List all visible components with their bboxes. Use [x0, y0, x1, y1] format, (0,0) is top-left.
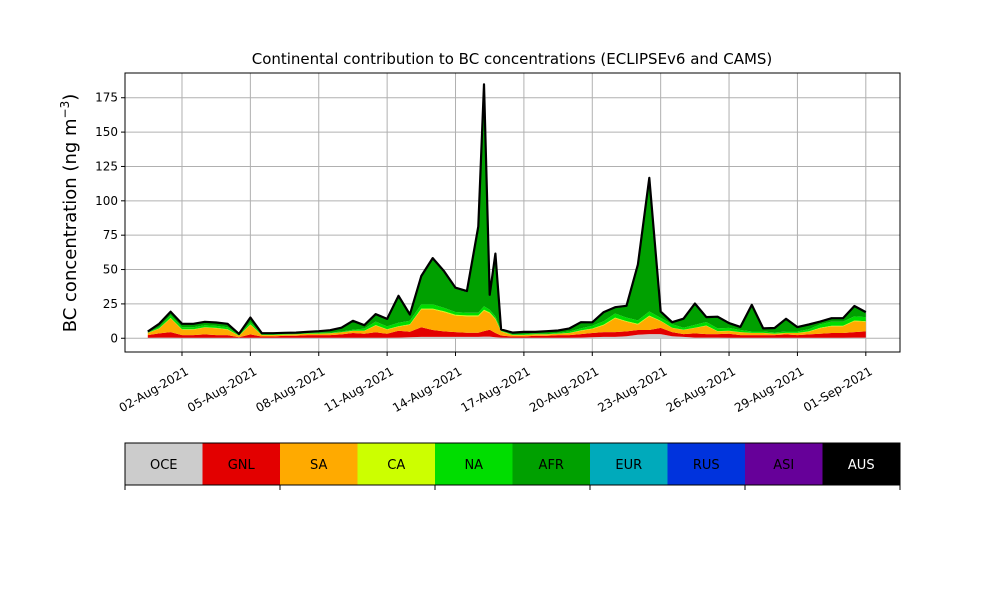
x-tick-label: 29-Aug-2021 — [732, 364, 806, 415]
colorbar-swatch-oce — [125, 443, 203, 485]
colorbar-label-afr: AFR — [539, 458, 564, 473]
colorbar-label-gnl: GNL — [228, 458, 256, 473]
colorbar-label-rus: RUS — [693, 458, 720, 473]
colorbar-label-asi: ASI — [773, 458, 794, 473]
area-asi — [147, 84, 866, 335]
colorbar-legend: OCE GNL SA CA NA AFR EUR RUS ASI AUS — [125, 443, 901, 485]
area-afr — [147, 86, 866, 335]
colorbar-swatch-sa — [280, 443, 358, 485]
y-tick-label: 50 — [103, 263, 118, 277]
area-aus — [147, 84, 866, 334]
x-tick-label: 05-Aug-2021 — [185, 364, 259, 415]
y-axis-ticks: 0 25 50 75 100 125 150 175 — [95, 91, 125, 345]
x-tick-label: 01-Sep-2021 — [801, 364, 875, 415]
x-tick-label: 17-Aug-2021 — [459, 364, 533, 415]
stacked-areas — [147, 84, 866, 339]
colorbar-swatch-aus — [822, 443, 901, 485]
y-axis-label: BC concentration (ng m−3) — [58, 94, 81, 333]
colorbar-label-na: NA — [464, 458, 483, 473]
colorbar-swatch-rus — [667, 443, 746, 485]
y-tick-label: 125 — [95, 159, 118, 173]
colorbar-ticks — [124, 485, 901, 490]
y-axis-label-close: ) — [60, 94, 81, 101]
area-gnl — [147, 327, 866, 338]
colorbar-label-eur: EUR — [615, 458, 642, 473]
x-tick-label: 26-Aug-2021 — [664, 364, 738, 415]
y-tick-label: 0 — [110, 331, 118, 345]
x-tick-label: 23-Aug-2021 — [595, 364, 669, 415]
plot-frame — [124, 72, 901, 353]
colorbar-swatch-na — [435, 443, 513, 485]
y-tick-label: 150 — [95, 125, 118, 139]
y-tick-label: 25 — [103, 297, 118, 311]
colorbar-swatch-eur — [590, 443, 668, 485]
x-tick-label: 20-Aug-2021 — [527, 364, 601, 415]
area-eur — [147, 86, 866, 335]
area-sa — [147, 309, 866, 338]
colorbar-label-oce: OCE — [150, 458, 178, 473]
chart-title: Continental contribution to BC concentra… — [252, 50, 773, 68]
x-tick-label: 14-Aug-2021 — [390, 364, 464, 415]
y-axis-label-main: BC concentration (ng m — [60, 118, 81, 332]
colorbar-frame — [124, 442, 901, 486]
x-tick-label: 11-Aug-2021 — [322, 364, 396, 415]
y-tick-label: 175 — [95, 91, 118, 105]
y-axis-label-superscript: −3 — [58, 101, 72, 119]
colorbar-swatch-gnl — [202, 443, 281, 485]
area-oce — [147, 334, 866, 339]
total-line — [147, 83, 867, 335]
area-na — [147, 304, 866, 336]
y-tick-label: 100 — [95, 194, 118, 208]
y-tick-label: 75 — [103, 228, 118, 242]
x-axis-ticks: 02-Aug-202105-Aug-202108-Aug-202111-Aug-… — [117, 352, 875, 415]
grid — [125, 73, 900, 352]
colorbar-label-aus: AUS — [848, 458, 875, 473]
colorbar-label-ca: CA — [387, 458, 405, 473]
x-tick-label: 02-Aug-2021 — [117, 364, 191, 415]
colorbar-swatch-afr — [512, 443, 591, 485]
colorbar-label-sa: SA — [310, 458, 327, 473]
colorbar-swatch-ca — [357, 443, 436, 485]
colorbar-swatch-asi — [745, 443, 823, 485]
area-rus — [147, 85, 866, 335]
x-tick-label: 08-Aug-2021 — [253, 364, 327, 415]
